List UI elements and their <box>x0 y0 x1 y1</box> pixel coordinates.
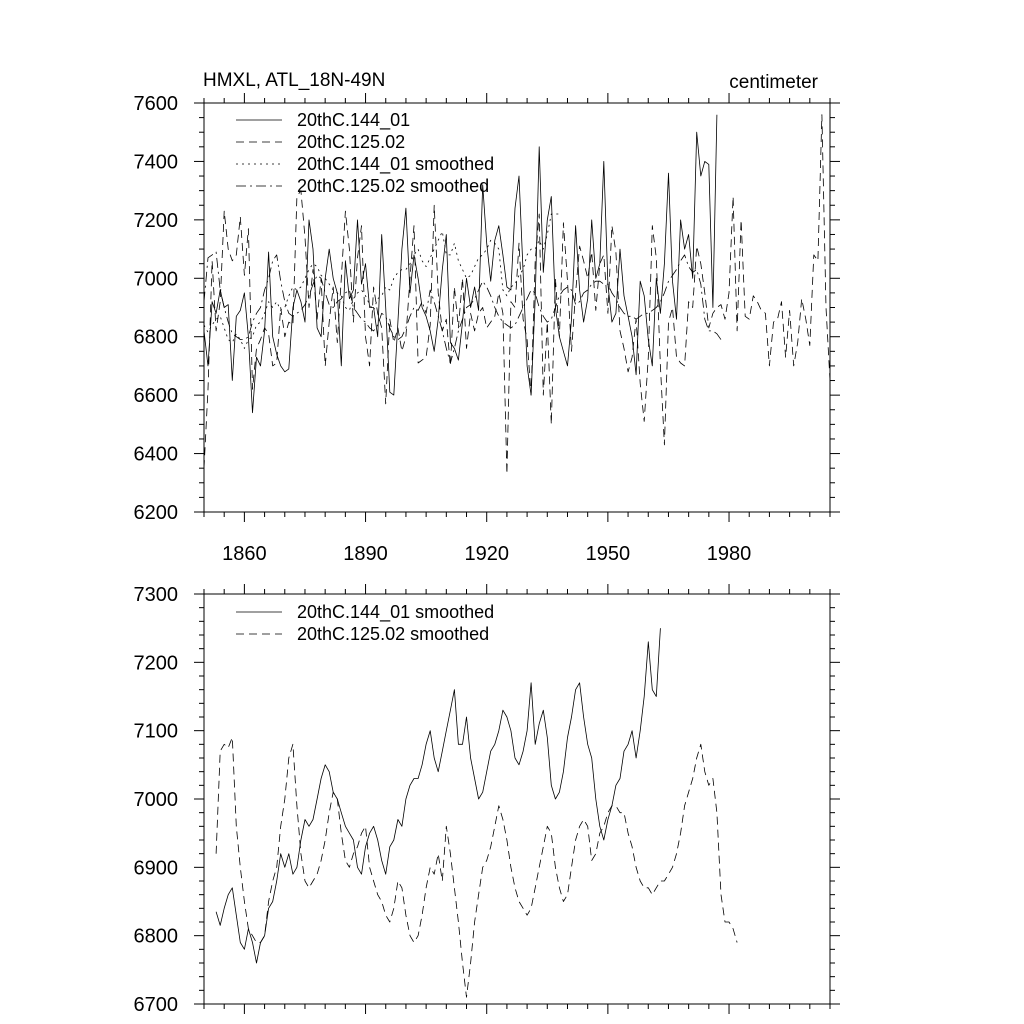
series-lines <box>215 628 738 998</box>
y-tick-label: 6900 <box>134 857 179 879</box>
x-tick-label: 1950 <box>586 543 631 565</box>
y-tick-label: 7100 <box>134 721 179 743</box>
series-lines <box>203 114 831 475</box>
top-chart-panel: HMXL, ATL_18N-49N centimeter 1860 1890 192… <box>134 70 840 565</box>
series-line <box>203 114 831 475</box>
x-tick-label: 1890 <box>343 543 388 565</box>
y-tick-label: 6200 <box>134 502 179 524</box>
axis-ticks: 1860 1890 1920 1950 1980 6200 6400 6600 6800 7000… <box>134 93 840 565</box>
y-tick-label: 6800 <box>134 327 179 349</box>
series-line <box>215 628 661 964</box>
y-tick-label: 7000 <box>134 268 179 290</box>
units-label: centimeter <box>729 72 818 93</box>
plot-frame <box>203 593 831 1005</box>
series-line <box>215 737 738 998</box>
legend-label: 20thC.144_01 smoothed <box>297 154 494 175</box>
x-tick-label: 1860 <box>222 543 267 565</box>
legend-label: 20thC.144_01 <box>297 110 410 131</box>
bottom-chart-panel: 6700 6800 6900 7000 7100 7200 7300 20thC.144_0… <box>134 584 840 1016</box>
y-tick-label: 6800 <box>134 926 179 948</box>
y-tick-label: 7600 <box>134 93 179 115</box>
y-tick-label: 7200 <box>134 652 179 674</box>
x-tick-label: 1980 <box>707 543 752 565</box>
axis-ticks: 6700 6800 6900 7000 7100 7200 7300 <box>134 584 840 1016</box>
chart-title: HMXL, ATL_18N-49N <box>203 70 385 91</box>
y-tick-label: 7000 <box>134 789 179 811</box>
series-line <box>203 251 722 364</box>
legend-label: 20thC.125.02 <box>297 132 405 152</box>
y-tick-label: 6400 <box>134 444 179 466</box>
series-line <box>203 114 718 414</box>
y-tick-label: 7400 <box>134 151 179 173</box>
y-tick-label: 7300 <box>134 584 179 606</box>
y-tick-label: 6600 <box>134 385 179 407</box>
legend-label: 20thC.125.02 smoothed <box>297 624 489 644</box>
legend-label: 20thC.125.02 smoothed <box>297 176 489 196</box>
legend-label: 20thC.144_01 smoothed <box>297 602 494 623</box>
y-tick-label: 6700 <box>134 994 179 1016</box>
y-tick-label: 7200 <box>134 210 179 232</box>
x-tick-label: 1920 <box>464 543 509 565</box>
